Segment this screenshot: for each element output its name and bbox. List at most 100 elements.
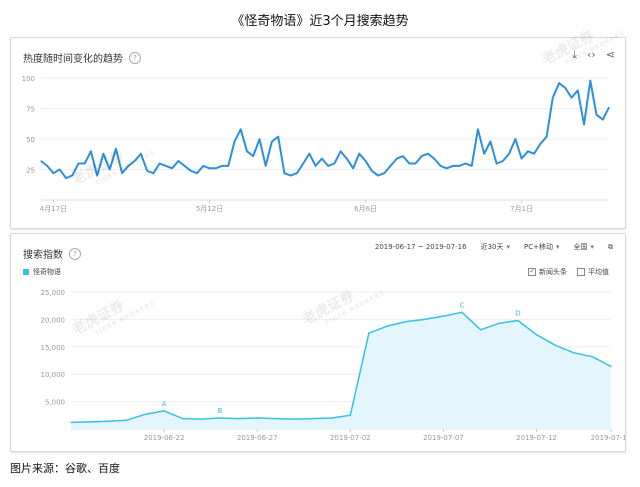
data-point: [144, 413, 147, 415]
data-point: [283, 172, 286, 174]
data-point: [535, 334, 538, 336]
data-point: [321, 157, 323, 160]
data-point: [442, 315, 445, 317]
data-point: [608, 106, 610, 109]
data-point: [408, 162, 410, 165]
x-tick-label: 6月6日: [354, 205, 377, 213]
y-tick-label: 75: [26, 106, 35, 114]
x-tick-label: 2019-07-02: [330, 434, 371, 442]
data-point: [340, 150, 342, 152]
x-tick-label: 2019-06-27: [237, 434, 278, 442]
checkbox-unchecked: [577, 268, 585, 276]
data-point: [140, 153, 142, 155]
data-point: [570, 97, 573, 99]
data-point: [233, 140, 236, 143]
legend-swatch: [23, 269, 29, 275]
data-point: [591, 356, 593, 358]
data-point: [146, 170, 148, 172]
data-point: [558, 82, 560, 84]
y-tick-label: 5,000: [45, 399, 65, 407]
data-point: [59, 168, 61, 171]
data-point: [171, 167, 173, 169]
data-point: [427, 153, 429, 155]
data-point: [602, 119, 604, 121]
data-point: [364, 160, 367, 162]
data-point: [533, 153, 535, 155]
data-point: [489, 140, 492, 143]
share-icon[interactable]: ⋖: [605, 48, 615, 61]
data-point: [386, 325, 389, 327]
data-point: [583, 123, 585, 126]
data-point: [564, 87, 566, 89]
data-point: [452, 165, 454, 167]
x-tick-label: 2019-06-22: [144, 434, 185, 442]
data-point: [496, 162, 498, 165]
data-point: [545, 136, 548, 138]
help-icon[interactable]: ?: [129, 51, 141, 64]
data-point: [371, 170, 373, 172]
data-point: [383, 172, 385, 174]
data-point: [477, 128, 479, 130]
page-title: 《怪奇物语》近3个月搜索趋势: [231, 14, 409, 29]
data-point: [84, 162, 86, 165]
baidu-index-header: 搜索指数 ?: [23, 246, 81, 261]
device-label: PC+移动: [523, 243, 553, 251]
google-trend-chart: 25 50 75 100 4月17日 5月12日 6月6日 7月1日: [22, 75, 610, 213]
data-point: [165, 165, 167, 167]
chevron-down-icon: ▾: [590, 243, 594, 251]
data-point: [595, 114, 598, 116]
annotation-label: C: [460, 301, 465, 309]
data-point: [414, 162, 417, 165]
external-link-icon[interactable]: ⧉: [608, 242, 613, 251]
data-point: [464, 162, 467, 165]
data-point: [219, 417, 221, 419]
date-range-display[interactable]: 2019-06-17 ~ 2019-07-16: [375, 243, 467, 251]
data-point: [265, 165, 267, 167]
download-icon[interactable]: ⤓: [572, 48, 577, 61]
data-point: [527, 150, 529, 152]
y-tick-label: 50: [26, 136, 35, 144]
data-point: [508, 153, 510, 155]
data-point: [96, 175, 98, 177]
data-point: [424, 318, 426, 320]
legend-label: 怪奇物语: [33, 268, 61, 276]
data-point: [70, 421, 72, 424]
period-dropdown[interactable]: 近30天 ▾: [481, 242, 510, 252]
region-dropdown[interactable]: 全国 ▾: [573, 242, 594, 252]
help-icon[interactable]: ?: [69, 247, 81, 260]
data-point: [65, 177, 67, 179]
annotation-label: D: [515, 309, 520, 317]
average-toggle[interactable]: 平均值: [577, 267, 609, 277]
baidu-legend: 怪奇物语: [23, 267, 61, 277]
data-point: [202, 165, 204, 167]
data-point: [152, 172, 154, 174]
annotation-label: A: [162, 400, 167, 408]
data-point: [514, 138, 516, 140]
news-headline-toggle[interactable]: ✓ 新闻头条: [528, 267, 567, 277]
embed-icon[interactable]: ‹›: [586, 48, 596, 61]
data-point: [256, 417, 258, 419]
google-toolbar: ⤓ ‹› ⋖: [572, 48, 615, 62]
data-point: [539, 143, 541, 145]
series-line: [70, 311, 612, 424]
data-point: [302, 162, 304, 165]
data-point: [40, 160, 42, 162]
data-point: [237, 417, 240, 420]
data-point: [46, 165, 48, 167]
data-point: [577, 89, 579, 91]
data-point: [349, 414, 351, 416]
data-point: [290, 175, 292, 177]
data-point: [182, 417, 184, 420]
chevron-down-icon: ▾: [506, 243, 510, 251]
device-dropdown[interactable]: PC+移动 ▾: [524, 242, 560, 252]
y-tick-label: 25: [26, 167, 35, 175]
data-point: [200, 418, 202, 420]
baidu-index-title: 搜索指数: [23, 250, 63, 261]
data-point: [517, 319, 519, 322]
y-tick-label: 20,000: [41, 316, 66, 324]
data-point: [589, 80, 591, 82]
baidu-index-panel: 搜索指数 ? 2019-06-17 ~ 2019-07-16 近30天 ▾ PC…: [10, 233, 626, 452]
data-point: [573, 352, 575, 354]
data-point: [368, 332, 370, 334]
x-tick-label: 7月1日: [510, 205, 533, 213]
